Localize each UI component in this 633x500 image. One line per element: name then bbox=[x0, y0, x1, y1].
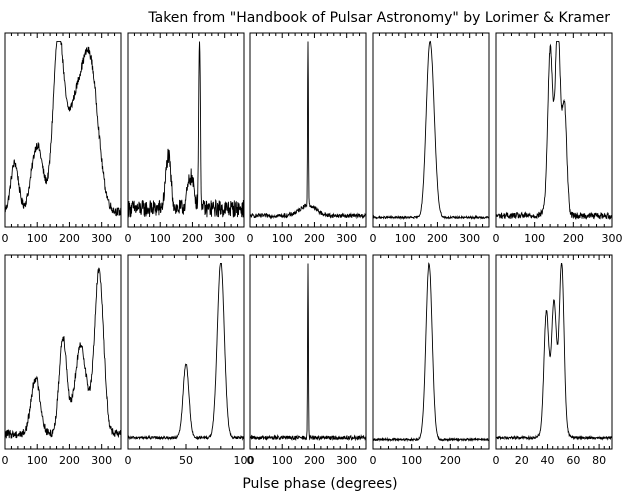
x-tick-label: 200 bbox=[304, 454, 325, 467]
x-tick-label: 100 bbox=[524, 232, 545, 245]
panel-frame bbox=[495, 254, 613, 450]
pulse-profile-line bbox=[249, 263, 367, 442]
profile-panel-8: 0 100 200 300 bbox=[247, 254, 367, 467]
profile-panel-2: 0 100 200 300 bbox=[125, 32, 245, 245]
x-tick-label: 40 bbox=[541, 454, 555, 467]
x-tick-label: 300 bbox=[602, 232, 623, 245]
panel-frame bbox=[127, 254, 245, 450]
pulse-profile-line bbox=[372, 40, 490, 221]
x-axis-label: Pulse phase (degrees) bbox=[242, 476, 397, 492]
profile-panel-7: 0 50 100 bbox=[125, 254, 255, 467]
panels-grid: 0 100 200 300 0 100 200 300 0 100 200 300 0 100 200 300… bbox=[2, 32, 623, 467]
x-tick-label: 300 bbox=[336, 232, 357, 245]
x-tick-label: 0 bbox=[247, 454, 254, 467]
x-tick-label: 100 bbox=[272, 232, 293, 245]
x-tick-label: 0 bbox=[2, 232, 9, 245]
x-tick-label: 100 bbox=[401, 454, 422, 467]
pulse-profile-line bbox=[4, 41, 122, 217]
x-tick-label: 100 bbox=[150, 232, 171, 245]
pulse-profile-line bbox=[127, 263, 245, 441]
x-tick-label: 100 bbox=[272, 454, 293, 467]
panel-frame bbox=[372, 254, 490, 450]
x-tick-label: 60 bbox=[566, 454, 580, 467]
pulse-profile-line bbox=[495, 263, 613, 441]
x-tick-label: 200 bbox=[59, 454, 80, 467]
x-tick-label: 100 bbox=[234, 454, 255, 467]
x-tick-label: 0 bbox=[2, 454, 9, 467]
profile-panel-6: 0 100 200 300 bbox=[2, 254, 122, 467]
x-tick-label: 200 bbox=[59, 232, 80, 245]
profile-panel-3: 0 100 200 300 bbox=[247, 32, 367, 245]
x-tick-label: 200 bbox=[427, 232, 448, 245]
x-tick-label: 300 bbox=[91, 232, 112, 245]
pulse-profile-line bbox=[249, 41, 367, 220]
x-tick-label: 80 bbox=[592, 454, 606, 467]
pulse-profile-line bbox=[127, 41, 245, 218]
x-tick-label: 200 bbox=[563, 232, 584, 245]
x-tick-label: 200 bbox=[440, 454, 461, 467]
pulse-profile-line bbox=[372, 262, 490, 443]
x-tick-label: 0 bbox=[493, 232, 500, 245]
x-tick-label: 300 bbox=[459, 232, 480, 245]
panel-frame bbox=[495, 32, 613, 228]
x-tick-label: 100 bbox=[27, 232, 48, 245]
x-tick-label: 0 bbox=[247, 232, 254, 245]
x-tick-label: 20 bbox=[515, 454, 529, 467]
profile-panel-5: 0 100 200 300 bbox=[493, 32, 623, 245]
x-tick-label: 50 bbox=[179, 454, 193, 467]
x-tick-label: 200 bbox=[304, 232, 325, 245]
x-tick-label: 0 bbox=[125, 454, 132, 467]
profile-panel-4: 0 100 200 300 bbox=[370, 32, 490, 245]
figure-title: Taken from "Handbook of Pulsar Astronomy… bbox=[147, 10, 610, 26]
panel-frame bbox=[4, 254, 122, 450]
x-tick-label: 0 bbox=[370, 232, 377, 245]
pulse-profile-line bbox=[495, 41, 613, 221]
panel-frame bbox=[372, 32, 490, 228]
pulse-profile-line bbox=[4, 267, 122, 439]
profile-panel-10: 0 20 40 60 80 bbox=[493, 254, 613, 467]
x-tick-label: 200 bbox=[182, 232, 203, 245]
profile-panel-9: 0 100 200 bbox=[370, 254, 490, 467]
x-tick-label: 0 bbox=[493, 454, 500, 467]
x-tick-label: 0 bbox=[370, 454, 377, 467]
x-tick-label: 100 bbox=[395, 232, 416, 245]
x-tick-label: 100 bbox=[27, 454, 48, 467]
x-tick-label: 300 bbox=[91, 454, 112, 467]
x-tick-label: 0 bbox=[125, 232, 132, 245]
profile-panel-1: 0 100 200 300 bbox=[2, 32, 122, 245]
x-tick-label: 300 bbox=[214, 232, 235, 245]
x-tick-label: 300 bbox=[336, 454, 357, 467]
